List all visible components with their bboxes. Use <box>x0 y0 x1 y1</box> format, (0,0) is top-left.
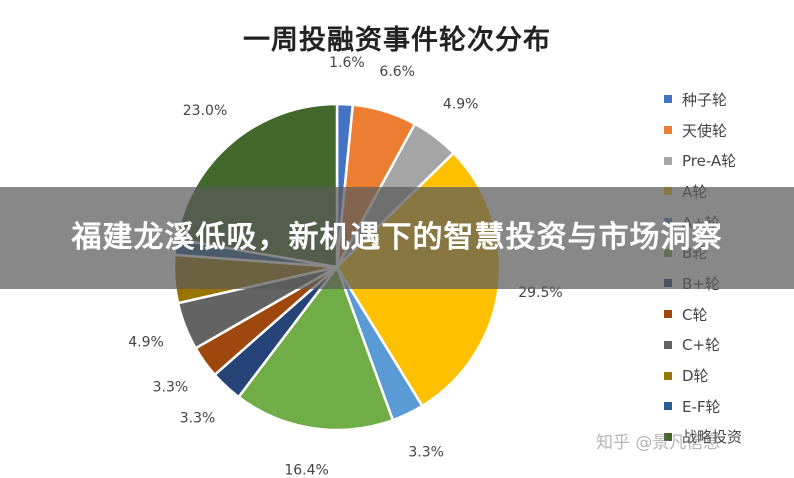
data-label-7: 3.3% <box>153 379 189 395</box>
legend-label: E-F轮 <box>682 397 721 416</box>
data-label-3: 29.5% <box>518 285 562 301</box>
data-label-11: 23.0% <box>183 103 227 119</box>
banner-title: 福建龙溪低吸，新机遇下的智慧投资与市场洞察 <box>71 220 723 255</box>
legend-swatch <box>664 95 672 104</box>
legend-label: D轮 <box>682 367 709 386</box>
legend-item-9: D轮 <box>664 360 742 391</box>
legend-item-7: C轮 <box>664 299 742 330</box>
data-label-0: 1.6% <box>329 55 365 71</box>
legend-label: C轮 <box>682 305 708 324</box>
watermark: 知乎 @景凡信息 <box>596 433 721 453</box>
legend-label: 战略投资 <box>682 428 743 447</box>
data-label-1: 6.6% <box>379 64 415 80</box>
legend-swatch <box>664 432 672 441</box>
chart-title: 一周投融资事件轮次分布 <box>243 25 551 56</box>
data-label-5: 16.4% <box>284 463 328 478</box>
legend-item-8: C+轮 <box>664 330 742 361</box>
legend-item-11: 战略投资 <box>664 422 742 453</box>
data-label-6: 3.3% <box>180 410 216 426</box>
data-label-2: 4.9% <box>443 97 479 113</box>
legend-item-10: E-F轮 <box>664 391 742 422</box>
legend-item-2: Pre-A轮 <box>664 145 742 176</box>
data-label-8: 4.9% <box>128 335 164 351</box>
legend-swatch <box>664 402 672 411</box>
legend-swatch <box>664 126 672 135</box>
legend-item-0: 种子轮 <box>664 84 742 115</box>
legend-swatch <box>664 156 672 165</box>
legend-swatch <box>664 371 672 380</box>
legend-swatch <box>664 310 672 319</box>
overlay-banner: 福建龙溪低吸，新机遇下的智慧投资与市场洞察 <box>0 187 794 289</box>
pie-data-labels: 1.6% 6.6% 4.9% 29.5% 3.3% 16.4% 3.3% 3.3% 4.9% 23… <box>128 55 562 478</box>
pie-slice-5 <box>236 264 395 432</box>
data-label-4: 3.3% <box>408 445 444 461</box>
legend-swatch <box>664 340 672 349</box>
legend-label: Pre-A轮 <box>682 152 737 171</box>
legend-label: 天使轮 <box>682 121 728 140</box>
legend-label: 种子轮 <box>682 90 728 109</box>
legend-label: C+轮 <box>682 336 721 355</box>
legend-item-1: 天使轮 <box>664 115 742 146</box>
